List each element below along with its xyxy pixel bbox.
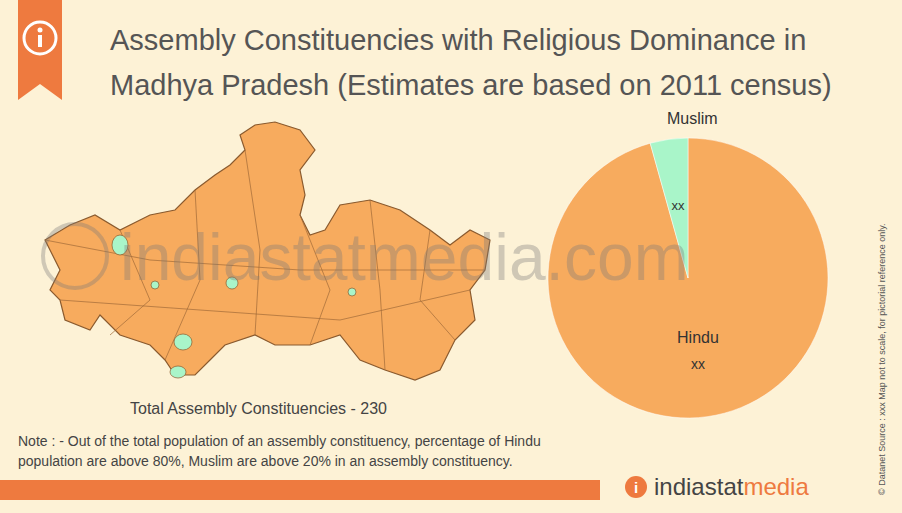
svg-text:Total Assembly Constituencies: Total Assembly Constituencies - 230 xyxy=(130,400,387,417)
svg-text:Hindu: Hindu xyxy=(677,329,719,346)
svg-text:indiastatmedia.com: indiastatmedia.com xyxy=(120,220,689,294)
svg-text:Note : - Out of the total popu: Note : - Out of the total population of … xyxy=(18,433,541,449)
svg-text:Muslim: Muslim xyxy=(667,110,718,127)
svg-text:xx: xx xyxy=(691,356,705,372)
svg-text:© Datanet Source : xxx Map n: © Datanet Source : xxx Map not to scale,… xyxy=(877,223,887,495)
svg-text:xx: xx xyxy=(672,198,686,213)
svg-text:i: i xyxy=(634,479,638,496)
svg-text:population are above 80%, Musl: population are above 80%, Muslim are abo… xyxy=(18,453,513,469)
svg-text:Madhya Pradesh (Estimates are: Madhya Pradesh (Estimates are based on 2… xyxy=(110,69,832,101)
svg-text:Assembly Constituencies with R: Assembly Constituencies with Religious D… xyxy=(110,24,806,56)
svg-text:indiastatmedia: indiastatmedia xyxy=(654,473,809,500)
